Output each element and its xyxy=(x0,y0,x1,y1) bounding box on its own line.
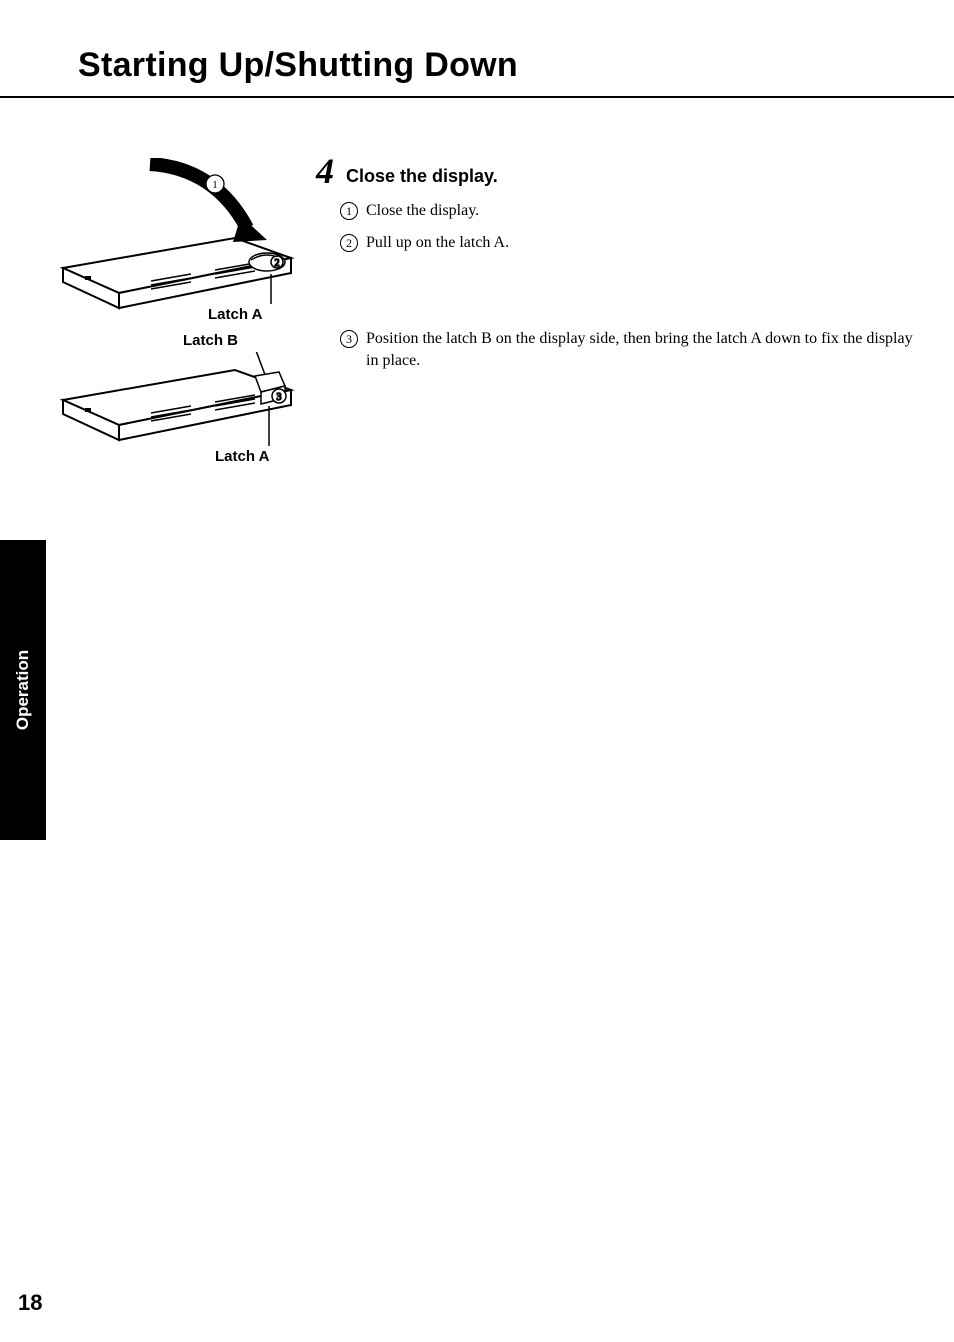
label-latch-a-bottom: Latch A xyxy=(215,448,269,465)
substep-3-text: Position the latch B on the display side… xyxy=(366,328,926,371)
circled-number-icon: 3 xyxy=(340,330,358,348)
page-number: 18 xyxy=(18,1290,42,1316)
callout-1-icon: 1 xyxy=(212,179,218,191)
step-title: Close the display. xyxy=(346,166,498,187)
substep-1: 1 Close the display. xyxy=(340,200,479,222)
title-rule xyxy=(0,96,954,98)
substep-2: 2 Pull up on the latch A. xyxy=(340,232,509,254)
circled-number-icon: 2 xyxy=(340,234,358,252)
page-title: Starting Up/Shutting Down xyxy=(78,46,518,85)
callout-3-icon: 3 xyxy=(277,392,282,403)
section-tab-label: Operation xyxy=(13,650,33,730)
manual-page: Starting Up/Shutting Down 2 1 xyxy=(0,0,954,1342)
callout-2-icon: 2 xyxy=(275,258,280,269)
substep-2-text: Pull up on the latch A. xyxy=(366,232,509,254)
diagram-latch-fix: 3 xyxy=(55,352,299,462)
diagram-close-display: 2 1 xyxy=(55,158,299,318)
substep-3: 3 Position the latch B on the display si… xyxy=(340,328,926,371)
label-latch-b: Latch B xyxy=(183,332,238,349)
circled-number-icon: 1 xyxy=(340,202,358,220)
substep-1-text: Close the display. xyxy=(366,200,479,222)
section-tab: Operation xyxy=(0,540,46,840)
label-latch-a-top: Latch A xyxy=(208,306,262,323)
step-number: 4 xyxy=(316,150,334,192)
